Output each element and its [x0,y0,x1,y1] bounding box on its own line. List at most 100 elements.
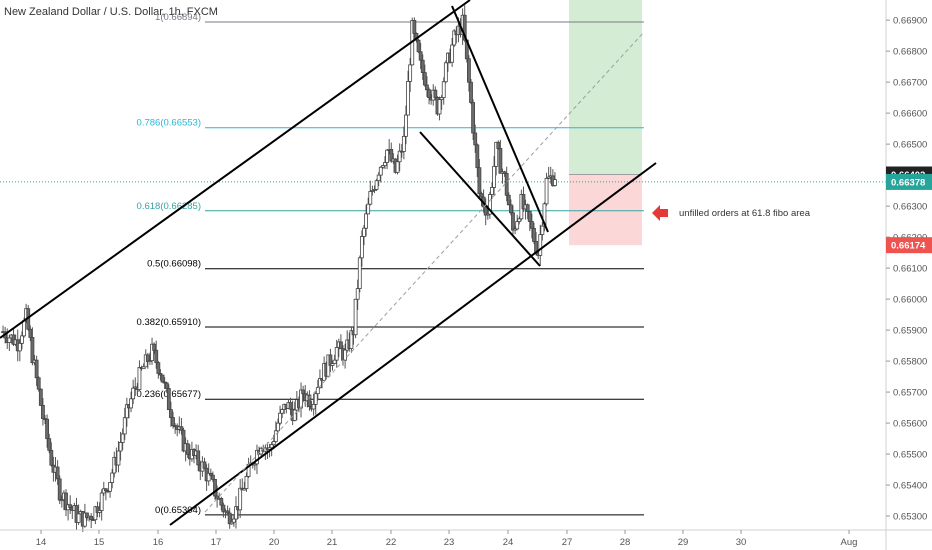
price-tick-label: 0.65900 [893,326,927,337]
candle [208,468,213,477]
channel-lower-line[interactable] [169,162,657,526]
candle-body [404,114,408,137]
price-tag[interactable]: 0.66378 [886,173,932,190]
candle [59,495,64,508]
candle-body [22,320,26,337]
candle-body [380,165,385,168]
candle [422,64,427,87]
candle-body [166,388,171,411]
candle-body [416,39,421,53]
candle [496,140,501,150]
candle-body [210,474,215,480]
candle [41,398,45,426]
candle-body [450,44,455,63]
candle [546,166,551,180]
candle [30,327,35,366]
channel-upper-line[interactable] [0,0,471,339]
candle-body [59,499,64,502]
candle-body [412,20,417,34]
candle-body [227,512,232,525]
candle-body [546,176,551,179]
candle [110,468,115,489]
candle [85,512,89,521]
price-tick-label: 0.66800 [893,47,927,58]
candle [311,393,316,416]
trend-lines[interactable] [0,0,657,526]
candle-body [349,330,354,349]
candle-body [366,203,371,215]
candle [99,489,104,521]
candle-body [328,354,333,366]
candle-body [122,417,127,435]
price-tag-bg [886,173,932,190]
candle-body [301,389,306,395]
candle [334,339,339,368]
candle-body [221,504,226,513]
candle [129,391,133,413]
long-position-zones[interactable] [569,0,642,246]
price-tag[interactable]: 0.66174 [886,237,932,254]
candle [540,221,545,241]
loss-zone[interactable] [569,174,642,246]
candle [452,29,457,48]
candle-body [103,488,108,492]
candle-body [171,417,175,427]
candle-body [425,84,429,91]
time-tick-label: 14 [36,537,47,548]
candle [477,159,482,199]
candle [443,60,448,84]
candle-body [76,513,81,523]
candle-body [506,194,511,206]
candle-body [370,190,375,192]
candle-body [225,510,230,514]
candle-body [553,179,557,186]
profit-zone[interactable] [569,0,642,175]
candle-body [471,102,476,134]
candle [527,210,532,232]
time-tick-label: 23 [444,537,455,548]
candle [49,442,54,467]
candle-body [420,59,425,73]
time-tick-label: 28 [620,537,631,548]
candle [469,79,473,105]
candle [544,172,549,206]
candle [45,414,50,448]
candle [420,54,425,80]
candle [82,503,87,528]
candle [475,143,480,177]
price-axis[interactable]: 0.669000.668000.667000.666000.665000.664… [885,0,932,550]
candle [389,142,394,163]
candle-body [150,343,154,362]
candle-body [185,443,190,455]
candle-body [544,178,549,205]
candle [437,96,442,121]
candle-body [273,430,278,442]
wedge-lower-line[interactable] [419,131,541,267]
candle-body [441,81,446,98]
candle-body [339,341,343,350]
fibonacci-retracement[interactable]: 1(0.66894) 0.786(0.66553) 0.618(0.66285) 0.… [0,12,886,516]
candle-body [28,328,33,338]
candle [47,433,52,454]
candle-body [219,498,224,506]
wedge-upper-line[interactable] [451,5,549,233]
candle-body [353,298,358,336]
candle-body [34,359,39,379]
candle [225,505,230,515]
candle-body [118,442,123,452]
candle-body [313,393,318,405]
candle-body [504,173,509,196]
time-tick-label: 15 [94,537,105,548]
candle [359,230,364,267]
candle [427,87,431,105]
candle-body [299,389,303,409]
candle-body [517,218,522,222]
fib-diagonal-line[interactable] [204,31,645,513]
candle-body [494,141,499,167]
time-axis[interactable]: 14 15 16 17 20 21 22 23 24 27 28 29 30 Aug [0,529,932,548]
candle [273,421,278,443]
candle [553,172,557,187]
candle-body [131,387,136,400]
candle-body [515,221,520,230]
